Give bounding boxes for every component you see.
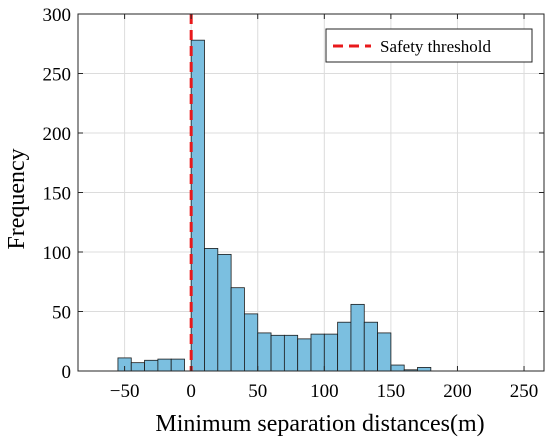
x-tick-label: 150 bbox=[377, 381, 406, 402]
histogram-bar bbox=[350, 303, 365, 372]
histogram-bar bbox=[363, 321, 378, 372]
histogram-bar bbox=[230, 287, 245, 372]
x-tick-label: 50 bbox=[248, 381, 267, 402]
bars bbox=[117, 39, 432, 372]
x-tick-label: 200 bbox=[443, 381, 472, 402]
x-tick-labels: −50 0 50 100 150 200 250 bbox=[110, 381, 539, 402]
legend-box bbox=[325, 28, 533, 63]
x-tick-label: −50 bbox=[110, 381, 140, 402]
histogram-bar bbox=[130, 362, 145, 372]
ticks bbox=[78, 13, 544, 372]
x-tick-label: 0 bbox=[186, 381, 196, 402]
histogram-bar bbox=[390, 364, 405, 372]
histogram-bar bbox=[204, 248, 219, 372]
legend-threshold-label: Safety threshold bbox=[380, 37, 491, 56]
grid bbox=[78, 13, 544, 372]
histogram-bar bbox=[190, 39, 205, 372]
histogram-bar bbox=[377, 332, 392, 372]
y-axis-label: Frequency bbox=[4, 148, 30, 249]
histogram-bar bbox=[157, 358, 172, 372]
x-tick-label: 100 bbox=[310, 381, 339, 402]
histogram-bar bbox=[337, 321, 352, 372]
y-tick-labels: 0 50 100 150 200 250 300 bbox=[43, 5, 72, 383]
histogram-bar bbox=[244, 313, 259, 372]
histogram-bar bbox=[257, 332, 272, 372]
histogram-bar bbox=[417, 367, 432, 372]
histogram-bar bbox=[283, 334, 299, 372]
y-tick-label: 50 bbox=[52, 303, 71, 324]
y-tick-label: 150 bbox=[43, 184, 72, 205]
y-tick-label: 300 bbox=[43, 5, 72, 26]
y-tick-label: 200 bbox=[43, 124, 72, 145]
x-axis-label: Minimum separation distances(m) bbox=[155, 411, 484, 437]
legend: Safety threshold bbox=[325, 28, 533, 63]
histogram-bar bbox=[310, 333, 325, 372]
histogram-bar bbox=[323, 333, 339, 372]
histogram-bar bbox=[297, 338, 312, 372]
y-tick-label: 0 bbox=[62, 362, 72, 383]
y-tick-label: 250 bbox=[43, 65, 72, 86]
histogram-bar bbox=[270, 334, 285, 372]
y-tick-label: 100 bbox=[43, 243, 72, 264]
histogram-bar bbox=[144, 359, 159, 372]
x-tick-label: 250 bbox=[510, 381, 539, 402]
histogram-bar bbox=[217, 253, 232, 372]
histogram-bar bbox=[170, 358, 185, 372]
